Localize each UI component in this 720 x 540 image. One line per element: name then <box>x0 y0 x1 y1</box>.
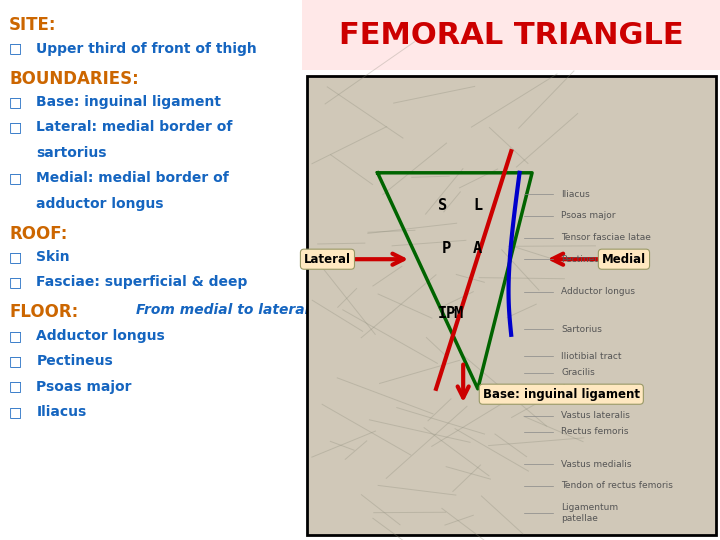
Text: Medial: medial border of: Medial: medial border of <box>36 171 229 185</box>
Text: Adductor magnus: Adductor magnus <box>562 384 642 393</box>
Text: □: □ <box>9 42 22 56</box>
Text: Gracilis: Gracilis <box>562 368 595 377</box>
Text: sartorius: sartorius <box>36 146 107 160</box>
Text: BOUNDARIES:: BOUNDARIES: <box>9 70 139 87</box>
Text: Vastus lateralis: Vastus lateralis <box>562 411 630 420</box>
Text: Pectineus: Pectineus <box>562 255 605 264</box>
Text: PM: PM <box>446 306 464 321</box>
Text: Adductor longus: Adductor longus <box>36 329 165 343</box>
Text: Iliacus: Iliacus <box>36 405 86 419</box>
Text: From medial to lateral: From medial to lateral <box>136 303 310 318</box>
Text: Lateral: Lateral <box>304 253 351 266</box>
Text: Iliacus: Iliacus <box>562 190 590 199</box>
Text: Pectineus: Pectineus <box>36 354 113 368</box>
Text: □: □ <box>9 95 22 109</box>
Text: S: S <box>438 198 447 213</box>
Text: □: □ <box>9 275 22 289</box>
Text: Upper third of front of thigh: Upper third of front of thigh <box>36 42 257 56</box>
Text: □: □ <box>9 120 22 134</box>
Text: □: □ <box>9 329 22 343</box>
Text: □: □ <box>9 354 22 368</box>
Text: P: P <box>442 241 451 256</box>
Text: SITE:: SITE: <box>9 16 57 34</box>
Text: □: □ <box>9 171 22 185</box>
Text: Tensor fasciae latae: Tensor fasciae latae <box>562 233 651 242</box>
Text: Medial: Medial <box>602 253 646 266</box>
Text: Tendon of rectus femoris: Tendon of rectus femoris <box>562 482 673 490</box>
Text: A: A <box>473 241 482 256</box>
Text: Fasciae: superficial & deep: Fasciae: superficial & deep <box>36 275 248 289</box>
Text: Psoas major: Psoas major <box>562 212 616 220</box>
Text: Iliotibial tract: Iliotibial tract <box>562 352 622 361</box>
Text: FLOOR:: FLOOR: <box>9 303 78 321</box>
Text: I: I <box>438 306 447 321</box>
Text: Adductor longus: Adductor longus <box>562 287 635 296</box>
FancyBboxPatch shape <box>307 76 716 535</box>
Text: Rectus femoris: Rectus femoris <box>562 428 629 436</box>
Text: ROOF:: ROOF: <box>9 225 68 242</box>
Text: □: □ <box>9 405 22 419</box>
Text: Ligamentum
patellae: Ligamentum patellae <box>562 503 618 523</box>
Text: □: □ <box>9 250 22 264</box>
Text: Sartorius: Sartorius <box>562 325 602 334</box>
FancyBboxPatch shape <box>302 0 720 70</box>
Text: L: L <box>473 198 482 213</box>
Text: Skin: Skin <box>36 250 70 264</box>
Text: adductor longus: adductor longus <box>36 197 163 211</box>
Text: FEMORAL TRIANGLE: FEMORAL TRIANGLE <box>339 21 683 50</box>
Text: Base: inguinal ligament: Base: inguinal ligament <box>483 388 640 401</box>
Text: Lateral: medial border of: Lateral: medial border of <box>36 120 233 134</box>
Text: Psoas major: Psoas major <box>36 380 132 394</box>
Text: Vastus medialis: Vastus medialis <box>562 460 632 469</box>
Text: □: □ <box>9 380 22 394</box>
Text: Base: inguinal ligament: Base: inguinal ligament <box>36 95 221 109</box>
